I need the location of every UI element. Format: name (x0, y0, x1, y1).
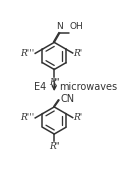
Text: N: N (56, 22, 63, 31)
Text: CN: CN (61, 94, 75, 104)
Text: OH: OH (70, 22, 84, 31)
Text: R': R' (73, 49, 83, 58)
Text: R''': R''' (20, 49, 35, 58)
Text: microwaves: microwaves (59, 82, 117, 92)
Text: R": R" (49, 78, 60, 87)
Text: R': R' (73, 113, 83, 122)
Text: R''': R''' (20, 113, 35, 122)
Text: E4: E4 (34, 82, 46, 92)
Text: R": R" (49, 142, 60, 151)
